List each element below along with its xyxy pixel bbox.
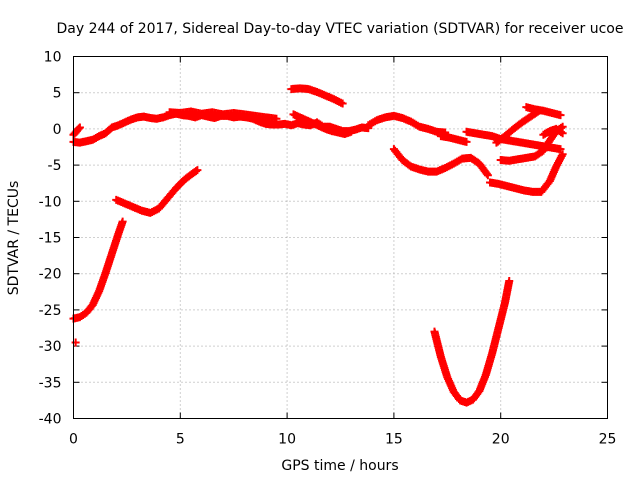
data-point (462, 137, 471, 146)
x-tick-label: 10 (278, 432, 296, 448)
y-tick-label: -40 (39, 412, 62, 428)
data-point (483, 171, 492, 180)
data-point (556, 111, 565, 120)
x-tick-label: 15 (385, 432, 403, 448)
data-point (558, 122, 567, 131)
series-deep-dip (430, 276, 514, 407)
data-point (75, 123, 84, 132)
data-marks (69, 84, 567, 407)
axis-ticks (73, 56, 608, 419)
series-afternoon-baseline (364, 111, 450, 137)
y-tick-labels: 10 5 0 -5 -10 -15 -20 -25 -30 -35 -40 (39, 50, 62, 428)
data-point (347, 127, 356, 136)
y-tick-label: -15 (39, 231, 62, 247)
plot-frame (73, 56, 608, 419)
data-point (558, 150, 567, 159)
series-morning-arc (112, 166, 202, 217)
x-tick-labels: 0 5 10 15 20 25 (69, 432, 616, 448)
data-point (558, 129, 567, 138)
series-evening-short (436, 132, 471, 146)
y-tick-label: 0 (53, 122, 62, 138)
data-point (338, 99, 347, 108)
chart-title: Day 244 of 2017, Sidereal Day-to-day VTE… (57, 21, 624, 37)
series-afternoon-dip (389, 145, 492, 180)
series-evening-high (522, 103, 565, 120)
series-late-wave (539, 124, 567, 139)
y-tick-label: -25 (39, 303, 62, 319)
series-evening-mid (462, 127, 565, 154)
x-tick-label: 25 (599, 432, 617, 448)
series-midday-low (289, 110, 356, 138)
x-tick-label: 20 (492, 432, 510, 448)
series-midday-high (287, 84, 347, 108)
data-point (193, 166, 202, 175)
y-tick-label: -20 (39, 267, 62, 283)
y-tick-label: 5 (53, 86, 62, 102)
x-tick-label: 5 (176, 432, 185, 448)
y-tick-label: -35 (39, 375, 62, 391)
x-tick-label: 0 (69, 432, 78, 448)
x-axis-label: GPS time / hours (281, 458, 398, 474)
series-initial-point (69, 123, 84, 139)
y-tick-label: -30 (39, 339, 62, 355)
y-tick-label: 10 (44, 50, 62, 66)
data-point (556, 145, 565, 154)
y-axis-label: SDTVAR / TECUs (6, 181, 22, 296)
grid (73, 56, 608, 419)
y-tick-label: -5 (48, 158, 62, 174)
series-evening-low (486, 150, 567, 196)
series-evening-rise (492, 106, 544, 147)
data-point (272, 114, 281, 123)
series-morning-rise (69, 217, 127, 323)
data-point (505, 276, 514, 285)
y-tick-label: -10 (39, 194, 62, 210)
series-early-baseline-upper (165, 107, 281, 123)
data-point (118, 217, 127, 226)
